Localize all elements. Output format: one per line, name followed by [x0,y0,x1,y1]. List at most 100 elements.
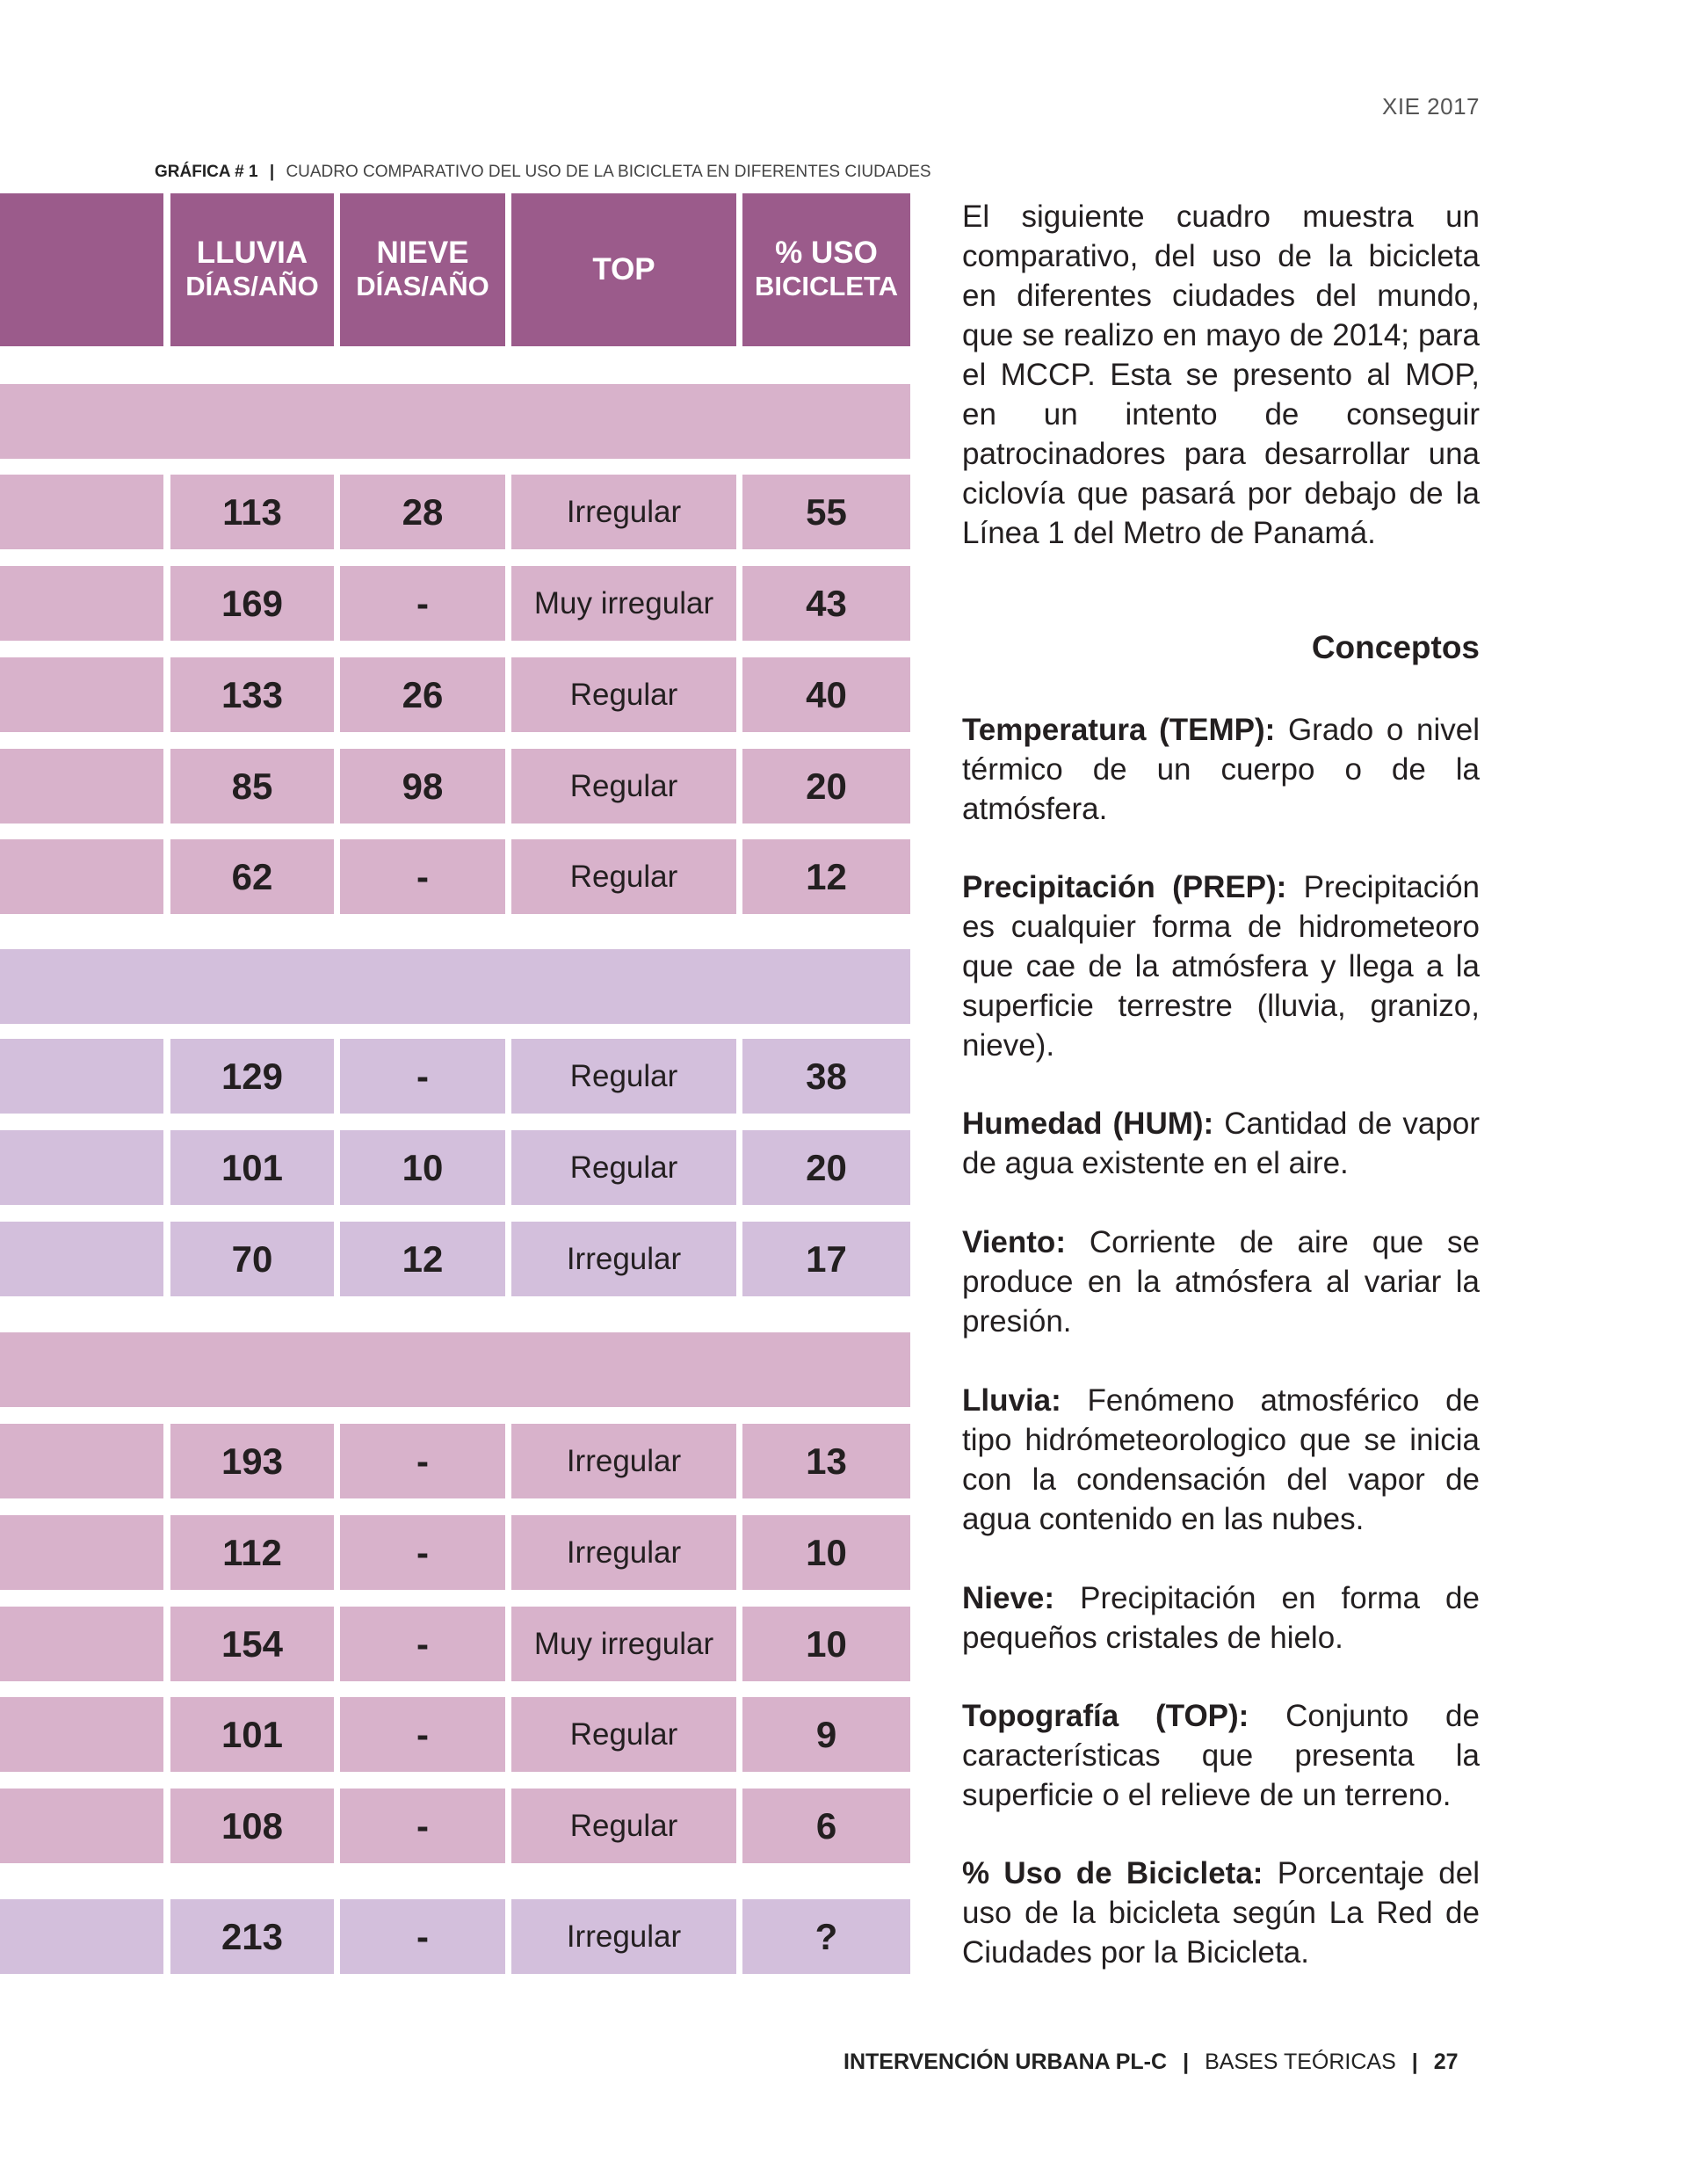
concept-definition: Precipitación es cualquier forma de hidr… [962,870,1480,1063]
column-header: LLUVIA DÍAS/AÑO [170,193,334,346]
cell-top: Regular [511,749,736,824]
cell-lluvia: 101 [170,1130,334,1205]
cell-nieve: - [340,1697,505,1772]
cell-city [0,1697,163,1772]
concept-term: Nieve: [962,1581,1055,1615]
cell-nieve: 28 [340,475,505,549]
cell-city [0,1789,163,1863]
column-header-label: % USO BICICLETA [755,236,898,303]
concept-item: Lluvia: Fenómeno atmosférico de tipo hid… [962,1381,1480,1539]
cell-lluvia: 133 [170,657,334,732]
cell-city [0,1607,163,1681]
cell-top: Irregular [511,1899,736,1974]
header-line-1: % USO [775,236,878,270]
cell-lluvia: 112 [170,1515,334,1590]
cell-uso: 40 [742,657,910,732]
cell-lluvia: 85 [170,749,334,824]
cell-nieve: - [340,1607,505,1681]
concept-term: Humedad (HUM): [962,1107,1214,1141]
cell-nieve: 10 [340,1130,505,1205]
cell-nieve: - [340,839,505,914]
cell-city [0,1899,163,1974]
cell-top: Irregular [511,1424,736,1498]
footer-publication: INTERVENCIÓN URBANA PL-C [844,2050,1168,2074]
cell-uso: 10 [742,1607,910,1681]
cell-top: Regular [511,1789,736,1863]
header-line-1: TOP [592,252,655,287]
cell-city [0,1515,163,1590]
column-header [0,193,163,346]
cell-nieve: 26 [340,657,505,732]
cell-city [0,566,163,641]
cell-uso: ? [742,1899,910,1974]
cell-nieve: - [340,1789,505,1863]
cell-nieve: 98 [340,749,505,824]
concept-item: Temperatura (TEMP): Grado o nivel térmic… [962,710,1480,829]
concept-item: Nieve: Precipitación en forma de pequeño… [962,1578,1480,1658]
group-header-bar [0,384,910,459]
concept-definition: Grado o nivel térmico de un cuerpo o de … [962,713,1480,826]
header-line-2: BICICLETA [754,271,899,301]
cell-top: Muy irregular [511,1607,736,1681]
cell-top: Regular [511,657,736,732]
caption-label: GRÁFICA # 1 [155,163,258,181]
cell-city [0,1039,163,1114]
table-caption: GRÁFICA # 1 | CUADRO COMPARATIVO DEL USO… [155,163,931,182]
concept-term: Precipitación (PREP): [962,870,1287,904]
cell-city [0,1222,163,1296]
concept-definition: Conjunto de características que presenta… [962,1699,1480,1812]
cell-uso: 17 [742,1222,910,1296]
concepts-heading: Conceptos [1311,629,1480,665]
column-header-label: NIEVE DÍAS/AÑO [356,236,489,303]
footer-section: BASES TEÓRICAS [1205,2050,1396,2074]
header-line-2: DÍAS/AÑO [185,271,319,301]
group-header-bar [0,949,910,1024]
cell-lluvia: 129 [170,1039,334,1114]
cell-lluvia: 113 [170,475,334,549]
group-header-bar [0,1332,910,1407]
cell-top: Irregular [511,475,736,549]
column-header: % USO BICICLETA [742,193,910,346]
cell-city [0,1424,163,1498]
concept-definition: Fenómeno atmosférico de tipo hidrómeteor… [962,1383,1480,1536]
cell-uso: 20 [742,1130,910,1205]
cell-nieve: - [340,566,505,641]
header-line-2: DÍAS/AÑO [356,271,489,301]
cell-top: Regular [511,1697,736,1772]
caption-separator: | [269,163,275,181]
footer-separator: | [1411,2050,1418,2074]
column-header: TOP [511,193,736,346]
cell-top: Muy irregular [511,566,736,641]
cell-city [0,749,163,824]
concept-item: % Uso de Bicicleta: Porcentaje del uso d… [962,1854,1480,1972]
intro-paragraph: El siguiente cuadro muestra un comparati… [962,200,1480,550]
cell-lluvia: 193 [170,1424,334,1498]
concept-item: Topografía (TOP): Conjunto de caracterís… [962,1696,1480,1815]
cell-uso: 43 [742,566,910,641]
concept-item: Viento: Corriente de aire que se produce… [962,1223,1480,1341]
cell-lluvia: 101 [170,1697,334,1772]
cell-city [0,1130,163,1205]
page-number: 27 [1433,2050,1459,2074]
cell-nieve: - [340,1515,505,1590]
cell-city [0,475,163,549]
column-header: NIEVE DÍAS/AÑO [340,193,505,346]
cell-lluvia: 169 [170,566,334,641]
cell-uso: 9 [742,1697,910,1772]
concept-definition: Cantidad de vapor de agua existente en e… [962,1107,1480,1180]
cell-lluvia: 154 [170,1607,334,1681]
cell-lluvia: 62 [170,839,334,914]
cell-uso: 55 [742,475,910,549]
header-line-1: NIEVE [376,236,469,270]
header-line-1: LLUVIA [196,236,308,270]
cell-nieve: 12 [340,1222,505,1296]
concept-term: Topografía (TOP): [962,1699,1249,1733]
cell-nieve: - [340,1899,505,1974]
cell-top: Irregular [511,1222,736,1296]
column-header-label: TOP [592,253,655,287]
concept-definition: Porcentaje del uso de la bicicleta según… [962,1856,1481,1970]
cell-top: Regular [511,1039,736,1114]
cell-nieve: - [340,1424,505,1498]
footer-separator: | [1183,2050,1190,2074]
concept-term: % Uso de Bicicleta: [962,1856,1263,1890]
